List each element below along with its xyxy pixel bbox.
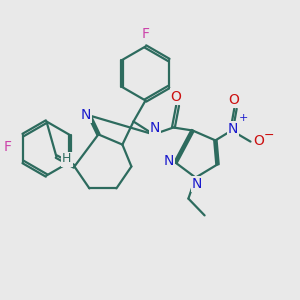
Text: H: H bbox=[62, 152, 72, 166]
Text: N: N bbox=[164, 154, 174, 168]
Text: N: N bbox=[192, 177, 202, 191]
Text: N: N bbox=[81, 108, 91, 122]
Text: O: O bbox=[171, 90, 182, 104]
Text: +: + bbox=[238, 113, 248, 123]
Text: N: N bbox=[150, 121, 160, 135]
Text: F: F bbox=[142, 27, 149, 41]
Text: O: O bbox=[229, 93, 239, 107]
Text: O: O bbox=[254, 134, 264, 148]
Text: −: − bbox=[264, 128, 274, 142]
Text: N: N bbox=[228, 122, 238, 136]
Text: F: F bbox=[4, 140, 12, 154]
